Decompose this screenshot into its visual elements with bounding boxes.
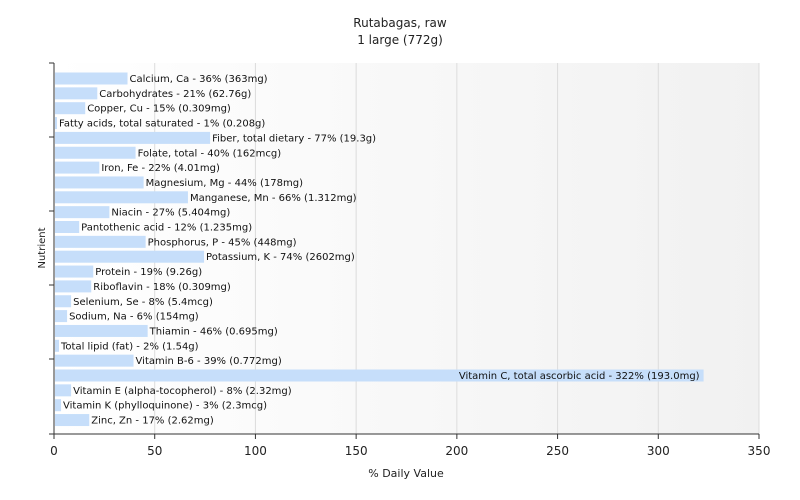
bar: [55, 191, 188, 204]
bar: [55, 146, 136, 159]
bar-label: Fatty acids, total saturated - 1% (0.208…: [59, 119, 265, 130]
chart-subtitle: 1 large (772g): [357, 33, 443, 47]
bar-label: Sodium, Na - 6% (154mg): [69, 312, 199, 323]
bar-label: Fiber, total dietary - 77% (19.3g): [212, 133, 376, 144]
x-tick-label: 300: [647, 444, 670, 458]
bar-label: Iron, Fe - 22% (4.01mg): [101, 163, 220, 174]
bar: [55, 310, 68, 323]
y-axis-label: Nutrient: [37, 227, 48, 268]
bar: [55, 131, 211, 144]
bar: [55, 176, 144, 189]
bar: [55, 87, 98, 100]
bar-label: Vitamin C, total ascorbic acid - 322% (1…: [459, 371, 700, 382]
axes: 0 50 100 150 200 250 300 350: [49, 62, 771, 458]
bar: [55, 221, 80, 233]
bar: [55, 369, 704, 382]
bar-label: Calcium, Ca - 36% (363mg): [130, 74, 268, 85]
bar: [55, 265, 94, 278]
bar-label: Phosphorus, P - 45% (448mg): [148, 237, 297, 248]
bar-label: Pantothenic acid - 12% (1.235mg): [81, 223, 252, 234]
bar-label: Vitamin K (phylloquinone) - 3% (2.3mcg): [63, 401, 267, 412]
bar-label: Magnesium, Mg - 44% (178mg): [146, 178, 303, 189]
bar: [55, 161, 100, 174]
bar: [55, 280, 92, 293]
bar: [55, 117, 58, 130]
bar: [55, 414, 90, 427]
bar: [55, 250, 205, 263]
bar-label: Thiamin - 46% (0.695mg): [149, 326, 278, 337]
bar-label: Potassium, K - 74% (2602mg): [206, 252, 355, 263]
bar-label: Vitamin B-6 - 39% (0.772mg): [136, 356, 282, 367]
bar: [55, 206, 110, 219]
x-tick-label: 100: [244, 444, 267, 458]
bar-label: Carbohydrates - 21% (62.76g): [99, 89, 251, 100]
x-tick-label: 0: [50, 444, 58, 458]
bar-label: Selenium, Se - 8% (5.4mcg): [73, 297, 213, 308]
bar: [55, 324, 148, 337]
bar-label: Zinc, Zn - 17% (2.62mg): [91, 416, 214, 427]
bar: [55, 72, 128, 85]
bar: [55, 339, 60, 352]
bars: Calcium, Ca - 36% (363mg) Carbohydrates -…: [55, 72, 704, 427]
bar: [55, 295, 72, 308]
bar-label: Total lipid (fat) - 2% (1.54g): [60, 341, 199, 352]
bar-label: Riboflavin - 18% (0.309mg): [93, 282, 231, 293]
x-tick-label: 200: [445, 444, 468, 458]
bar-label: Vitamin E (alpha-tocopherol) - 8% (2.32m…: [73, 386, 292, 397]
x-tick-label: 350: [748, 444, 771, 458]
bar-label: Manganese, Mn - 66% (1.312mg): [190, 193, 357, 204]
bar-label: Niacin - 27% (5.404mg): [111, 208, 230, 219]
bar-label: Copper, Cu - 15% (0.309mg): [87, 104, 231, 115]
x-axis-label: % Daily Value: [368, 467, 444, 480]
x-tick-label: 150: [345, 444, 368, 458]
x-tick-label: 250: [546, 444, 569, 458]
x-tick-label: 50: [147, 444, 162, 458]
bar: [55, 384, 72, 397]
bar: [55, 399, 62, 412]
bar: [55, 235, 146, 248]
bar-label: Folate, total - 40% (162mcg): [138, 148, 282, 159]
bar: [55, 102, 86, 115]
chart-title: Rutabagas, raw: [353, 16, 447, 30]
bar: [55, 354, 134, 367]
bar-label: Protein - 19% (9.26g): [95, 267, 202, 278]
